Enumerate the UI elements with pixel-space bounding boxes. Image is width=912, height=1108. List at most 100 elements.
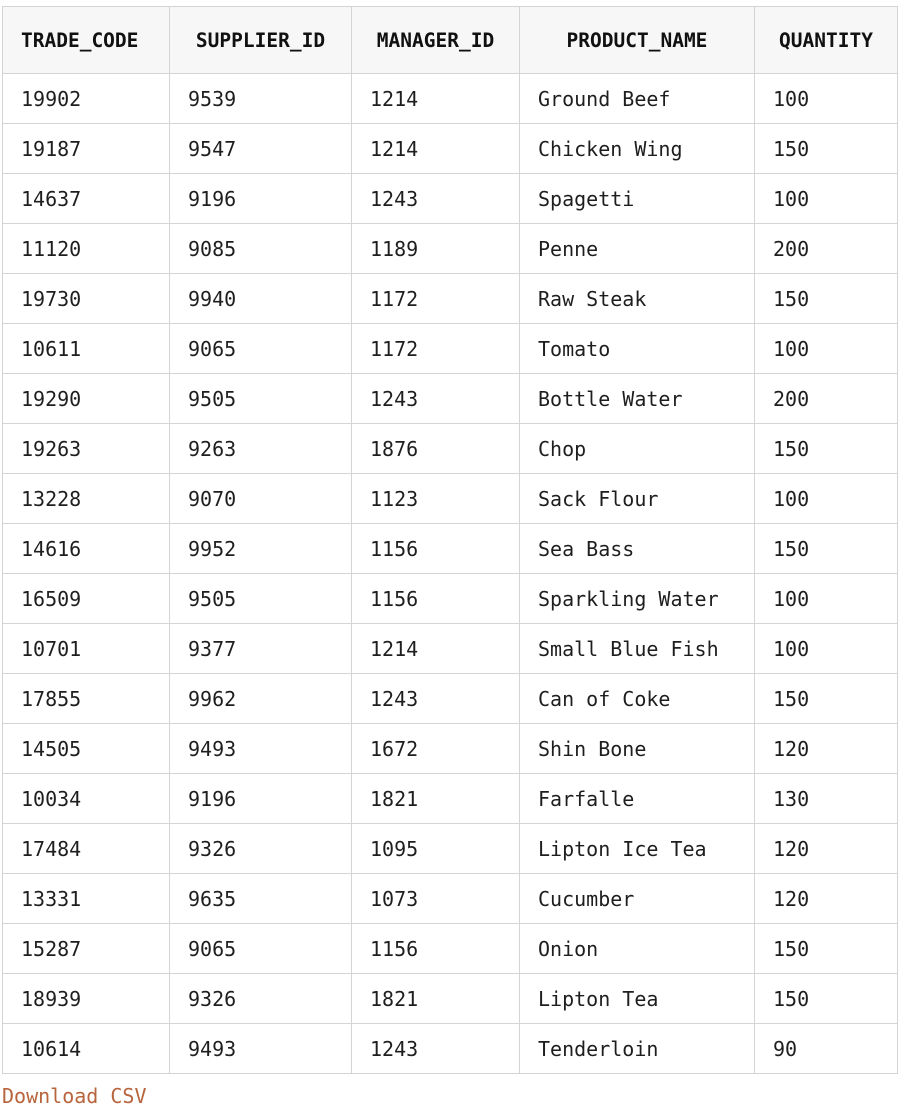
cell-manager-id: 1214 — [351, 623, 520, 674]
cell-supplier-id: 9635 — [169, 873, 352, 924]
cell-supplier-id: 9505 — [169, 573, 352, 624]
cell-supplier-id: 9952 — [169, 523, 352, 574]
cell-quantity: 120 — [754, 873, 898, 924]
column-header-quantity[interactable]: QUANTITY — [754, 6, 898, 74]
cell-trade-code: 14505 — [2, 723, 170, 774]
cell-manager-id: 1243 — [351, 673, 520, 724]
cell-trade-code: 10034 — [2, 773, 170, 824]
cell-supplier-id: 9065 — [169, 923, 352, 974]
cell-trade-code: 17484 — [2, 823, 170, 874]
cell-quantity: 100 — [754, 573, 898, 624]
cell-product-name: Penne — [519, 223, 755, 274]
cell-manager-id: 1156 — [351, 523, 520, 574]
cell-quantity: 100 — [754, 623, 898, 674]
table-row: 14637 9196 1243 Spagetti 100 — [2, 173, 898, 224]
cell-quantity: 100 — [754, 323, 898, 374]
table-row: 13228 9070 1123 Sack Flour 100 — [2, 473, 898, 524]
cell-product-name: Tomato — [519, 323, 755, 374]
cell-trade-code: 19187 — [2, 123, 170, 174]
cell-supplier-id: 9263 — [169, 423, 352, 474]
cell-trade-code: 13228 — [2, 473, 170, 524]
cell-trade-code: 10614 — [2, 1023, 170, 1074]
cell-supplier-id: 9493 — [169, 1023, 352, 1074]
cell-manager-id: 1156 — [351, 573, 520, 624]
table-row: 16509 9505 1156 Sparkling Water 100 — [2, 573, 898, 624]
cell-trade-code: 17855 — [2, 673, 170, 724]
cell-trade-code: 14637 — [2, 173, 170, 224]
cell-quantity: 100 — [754, 473, 898, 524]
cell-quantity: 200 — [754, 223, 898, 274]
table-row: 19263 9263 1876 Chop 150 — [2, 423, 898, 474]
table-body: 19902 9539 1214 Ground Beef 100 19187 9547 1214… — [2, 73, 898, 1074]
cell-manager-id: 1243 — [351, 173, 520, 224]
cell-supplier-id: 9326 — [169, 823, 352, 874]
column-header-product-name[interactable]: PRODUCT_NAME — [519, 6, 755, 74]
cell-product-name: Chop — [519, 423, 755, 474]
cell-supplier-id: 9539 — [169, 73, 352, 124]
cell-quantity: 150 — [754, 923, 898, 974]
cell-trade-code: 15287 — [2, 923, 170, 974]
cell-quantity: 150 — [754, 523, 898, 574]
cell-product-name: Bottle Water — [519, 373, 755, 424]
cell-product-name: Cucumber — [519, 873, 755, 924]
cell-supplier-id: 9326 — [169, 973, 352, 1024]
cell-trade-code: 18939 — [2, 973, 170, 1024]
cell-product-name: Onion — [519, 923, 755, 974]
cell-product-name: Ground Beef — [519, 73, 755, 124]
table-row: 10614 9493 1243 Tenderloin 90 — [2, 1023, 898, 1074]
cell-quantity: 150 — [754, 273, 898, 324]
cell-quantity: 150 — [754, 673, 898, 724]
cell-product-name: Can of Coke — [519, 673, 755, 724]
cell-product-name: Small Blue Fish — [519, 623, 755, 674]
cell-supplier-id: 9547 — [169, 123, 352, 174]
cell-supplier-id: 9940 — [169, 273, 352, 324]
data-table: TRADE_CODE SUPPLIER_ID MANAGER_ID PRODUC… — [2, 6, 898, 1074]
cell-quantity: 100 — [754, 173, 898, 224]
table-row: 10034 9196 1821 Farfalle 130 — [2, 773, 898, 824]
cell-product-name: Spagetti — [519, 173, 755, 224]
cell-supplier-id: 9493 — [169, 723, 352, 774]
cell-trade-code: 16509 — [2, 573, 170, 624]
cell-manager-id: 1156 — [351, 923, 520, 974]
cell-product-name: Tenderloin — [519, 1023, 755, 1074]
cell-manager-id: 1672 — [351, 723, 520, 774]
cell-quantity: 200 — [754, 373, 898, 424]
cell-trade-code: 19730 — [2, 273, 170, 324]
cell-supplier-id: 9085 — [169, 223, 352, 274]
cell-supplier-id: 9196 — [169, 173, 352, 224]
table-header: TRADE_CODE SUPPLIER_ID MANAGER_ID PRODUC… — [2, 6, 898, 74]
cell-trade-code: 19902 — [2, 73, 170, 124]
cell-quantity: 150 — [754, 973, 898, 1024]
cell-manager-id: 1821 — [351, 773, 520, 824]
cell-manager-id: 1123 — [351, 473, 520, 524]
cell-manager-id: 1821 — [351, 973, 520, 1024]
table-row: 11120 9085 1189 Penne 200 — [2, 223, 898, 274]
cell-supplier-id: 9196 — [169, 773, 352, 824]
table-row: 14505 9493 1672 Shin Bone 120 — [2, 723, 898, 774]
cell-quantity: 150 — [754, 123, 898, 174]
cell-manager-id: 1214 — [351, 123, 520, 174]
table-row: 19730 9940 1172 Raw Steak 150 — [2, 273, 898, 324]
cell-quantity: 120 — [754, 723, 898, 774]
column-header-manager-id[interactable]: MANAGER_ID — [351, 6, 520, 74]
table-row: 19902 9539 1214 Ground Beef 100 — [2, 73, 898, 124]
column-header-supplier-id[interactable]: SUPPLIER_ID — [169, 6, 352, 74]
cell-manager-id: 1172 — [351, 273, 520, 324]
cell-supplier-id: 9505 — [169, 373, 352, 424]
cell-trade-code: 14616 — [2, 523, 170, 574]
cell-quantity: 130 — [754, 773, 898, 824]
column-header-trade-code[interactable]: TRADE_CODE — [2, 6, 170, 74]
table-row: 18939 9326 1821 Lipton Tea 150 — [2, 973, 898, 1024]
cell-trade-code: 13331 — [2, 873, 170, 924]
header-row: TRADE_CODE SUPPLIER_ID MANAGER_ID PRODUC… — [2, 6, 898, 74]
cell-manager-id: 1172 — [351, 323, 520, 374]
cell-quantity: 120 — [754, 823, 898, 874]
cell-quantity: 100 — [754, 73, 898, 124]
cell-trade-code: 19263 — [2, 423, 170, 474]
cell-supplier-id: 9962 — [169, 673, 352, 724]
download-csv-link[interactable]: Download CSV — [2, 1084, 147, 1108]
cell-manager-id: 1073 — [351, 873, 520, 924]
cell-product-name: Shin Bone — [519, 723, 755, 774]
cell-supplier-id: 9377 — [169, 623, 352, 674]
cell-trade-code: 19290 — [2, 373, 170, 424]
